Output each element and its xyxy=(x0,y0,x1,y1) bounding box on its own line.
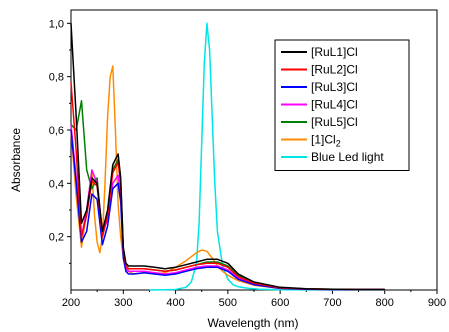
x-tick-label: 400 xyxy=(166,297,184,309)
x-tick-label: 300 xyxy=(114,297,132,309)
legend-label-rul5-cl: [RuL5]Cl xyxy=(311,115,358,129)
legend-label-rul3-cl: [RuL3]Cl xyxy=(311,80,358,94)
legend-label-blue-led-light: Blue Led light xyxy=(311,150,384,164)
y-tick-label: 0,4 xyxy=(49,178,64,190)
y-tick-label: 1,0 xyxy=(49,18,64,30)
x-tick-label: 600 xyxy=(271,297,289,309)
legend-label-1-cl2: [1]Cl2 xyxy=(311,133,341,149)
series-line-rul3-cl xyxy=(70,129,385,291)
x-tick-label: 500 xyxy=(219,297,237,309)
legend-label-rul4-cl: [RuL4]Cl xyxy=(311,98,358,112)
y-tick-label: 0,2 xyxy=(49,232,64,244)
y-tick-label: 0,6 xyxy=(49,125,64,137)
series-line-blue-led-light xyxy=(149,22,385,291)
x-tick-label: 900 xyxy=(428,297,446,309)
series-layer xyxy=(70,22,385,291)
y-tick-label: 0,8 xyxy=(49,72,64,84)
legend-label-rul1-cl: [RuL1]Cl xyxy=(311,45,358,59)
axes: 200 300 400 500 600 700 800 900 0,2 0,4 0,6 0,8 1,0 xyxy=(49,9,446,309)
legend: [RuL1]Cl [RuL2]Cl [RuL3]Cl [RuL4]Cl [RuL5]Cl… xyxy=(274,39,410,171)
series-line-rul1-cl xyxy=(70,23,385,291)
x-tick-label: 200 xyxy=(62,297,80,309)
y-axis-title: Absorbance xyxy=(9,128,23,192)
legend-label-rul2-cl: [RuL2]Cl xyxy=(311,63,358,77)
x-tick-label: 800 xyxy=(376,297,394,309)
x-tick-label: 700 xyxy=(323,297,341,309)
x-axis-title: Wavelength (nm) xyxy=(208,316,299,330)
